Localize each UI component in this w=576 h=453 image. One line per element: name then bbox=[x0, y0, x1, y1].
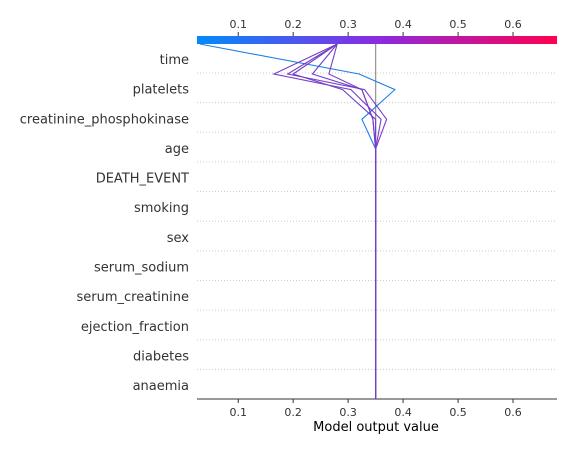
colorbar bbox=[197, 36, 557, 44]
bottom-tick-label: 0.2 bbox=[284, 406, 302, 419]
top-tick-label: 0.5 bbox=[449, 18, 467, 31]
feature-label: sex bbox=[167, 231, 190, 246]
feature-label: diabetes bbox=[133, 349, 189, 364]
x-axis-label: Model output value bbox=[313, 420, 439, 435]
bottom-axis: 0.1 0.2 0.3 0.4 0.5 0.6 bbox=[197, 398, 557, 419]
feature-label: ejection_fraction bbox=[81, 320, 189, 335]
feature-label: creatinine_phosphokinase bbox=[20, 112, 189, 127]
feature-label: serum_creatinine bbox=[77, 290, 190, 305]
feature-label: DEATH_EVENT bbox=[96, 172, 189, 187]
feature-label: anaemia bbox=[133, 379, 189, 394]
top-tick-label: 0.2 bbox=[284, 18, 302, 31]
feature-label: time bbox=[160, 53, 189, 68]
decision-line-6 bbox=[328, 43, 377, 399]
feature-label: smoking bbox=[134, 201, 189, 216]
feature-label: serum_sodium bbox=[94, 260, 189, 275]
top-tick-label: 0.6 bbox=[504, 18, 522, 31]
bottom-tick-label: 0.3 bbox=[339, 406, 357, 419]
feature-gridlines bbox=[197, 72, 557, 400]
top-tick-label: 0.4 bbox=[394, 18, 412, 31]
bottom-tick-label: 0.6 bbox=[504, 406, 522, 419]
decision-lines bbox=[199, 43, 396, 399]
bottom-tick-label: 0.5 bbox=[449, 406, 467, 419]
feature-label: platelets bbox=[133, 83, 190, 98]
top-tick-label: 0.1 bbox=[229, 18, 247, 31]
feature-labels: time platelets creatinine_phosphokinaseage… bbox=[20, 53, 190, 394]
bottom-tick-label: 0.4 bbox=[394, 406, 412, 419]
bottom-tick-label: 0.1 bbox=[229, 406, 247, 419]
feature-label: age bbox=[165, 142, 189, 157]
top-tick-label: 0.3 bbox=[339, 18, 357, 31]
top-axis: 0.1 0.2 0.3 0.4 0.5 0.6 bbox=[229, 18, 522, 36]
